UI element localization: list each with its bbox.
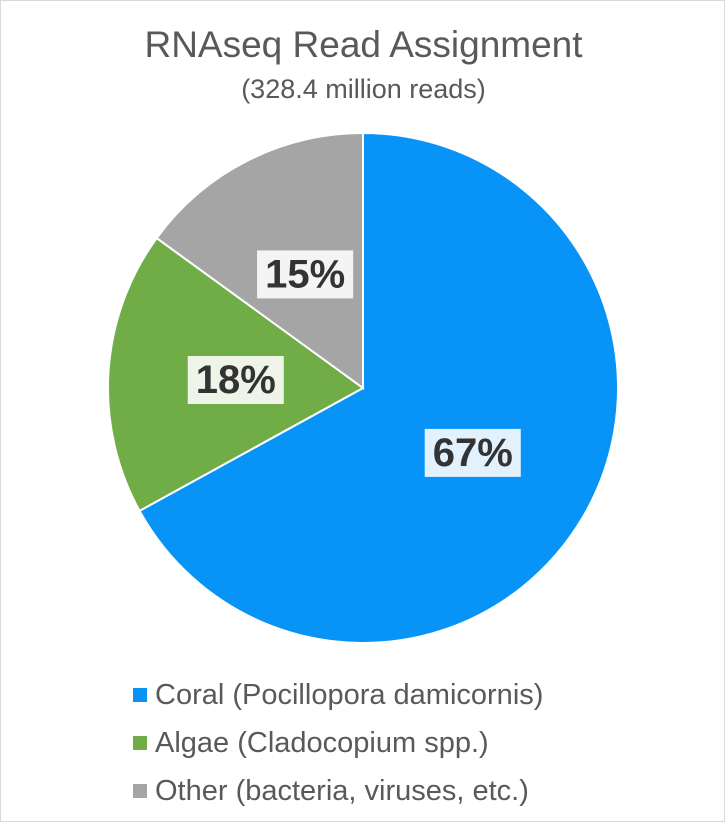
- data-label-coral: 67%: [433, 431, 513, 475]
- pie-slice-coral: [138, 131, 619, 644]
- data-label-bg-other: [257, 250, 354, 299]
- legend-label-other: Other (bacteria, viruses, etc.): [155, 774, 529, 807]
- legend-swatch-other: [133, 784, 147, 798]
- data-label-other: 15%: [265, 252, 345, 296]
- pie-labels: 67% 18% 15%: [187, 250, 521, 477]
- legend-swatch-algae: [133, 736, 147, 750]
- pie-chart: 67% 18% 15%: [107, 131, 619, 644]
- legend-label-algae: Algae (Cladocopium spp.): [155, 726, 489, 759]
- pie-slices: [107, 131, 619, 644]
- legend-item-algae: Algae (Cladocopium spp.): [133, 719, 543, 767]
- legend-label-coral: Coral (Pocillopora damicornis): [155, 678, 544, 711]
- data-label-algae: 18%: [196, 358, 276, 402]
- legend-item-other: Other (bacteria, viruses, etc.): [133, 767, 543, 815]
- legend-swatch-coral: [133, 688, 147, 702]
- legend-item-coral: Coral (Pocillopora damicornis): [133, 671, 543, 719]
- chart-subtitle: (328.4 million reads): [241, 74, 486, 104]
- chart-title: RNAseq Read Assignment: [144, 24, 583, 65]
- legend: Coral (Pocillopora damicornis) Algae (Cl…: [133, 671, 543, 815]
- data-label-bg-algae: [187, 355, 284, 404]
- data-label-bg-coral: [424, 428, 521, 477]
